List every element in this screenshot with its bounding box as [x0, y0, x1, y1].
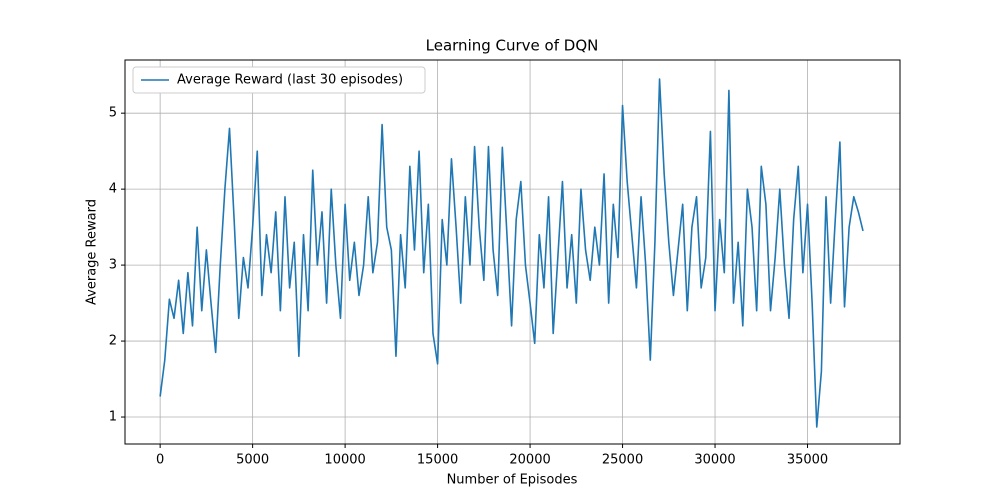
x-tick-label: 20000 — [509, 453, 550, 468]
y-tick-label: 3 — [109, 258, 117, 273]
y-tick-label: 1 — [109, 410, 117, 425]
x-tick-label: 25000 — [602, 453, 643, 468]
x-tick-label: 35000 — [787, 453, 828, 468]
x-tick-label: 5000 — [236, 453, 269, 468]
y-axis-label: Average Reward — [85, 199, 100, 305]
x-tick-label: 10000 — [324, 453, 365, 468]
x-tick-label: 30000 — [694, 453, 735, 468]
y-tick-label: 2 — [109, 334, 117, 349]
x-axis-label: Number of Episodes — [447, 473, 578, 488]
chart-title: Learning Curve of DQN — [426, 37, 599, 55]
x-tick-label: 0 — [156, 453, 164, 468]
legend-label: Average Reward (last 30 episodes) — [177, 73, 403, 88]
line-series — [159, 78, 864, 428]
legend-box — [132, 66, 426, 94]
y-tick-label: 5 — [109, 106, 117, 121]
y-tick-label: 4 — [109, 182, 117, 197]
plot-frame — [124, 59, 901, 445]
x-tick-label: 15000 — [417, 453, 458, 468]
